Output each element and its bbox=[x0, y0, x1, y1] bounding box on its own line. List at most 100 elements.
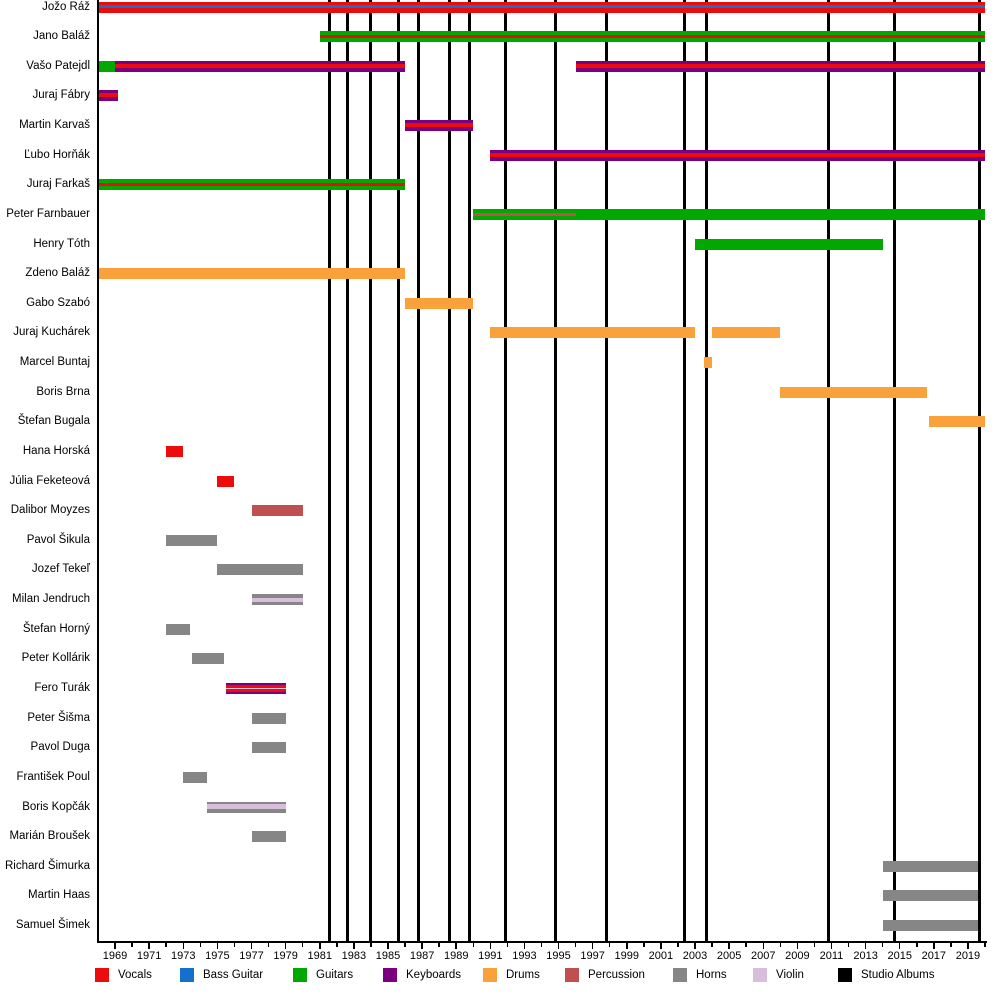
timeline-bar bbox=[780, 386, 927, 398]
legend-label: Percussion bbox=[588, 969, 645, 981]
member-label: Samuel Šimek bbox=[15, 919, 90, 932]
member-label: Hana Horská bbox=[22, 444, 90, 457]
bar-stripe-guitars bbox=[98, 179, 406, 183]
member-label: Zdeno Baláž bbox=[25, 267, 90, 280]
member-label: Boris Kopčák bbox=[22, 800, 90, 813]
x-axis-tick bbox=[387, 943, 389, 949]
x-axis-tick bbox=[694, 943, 696, 949]
bar-stripe-keyboards bbox=[575, 60, 985, 64]
bar-stripe-percussion bbox=[251, 505, 303, 517]
timeline-bar bbox=[712, 327, 781, 339]
studio-album-line bbox=[345, 0, 349, 941]
member-label: Štefan Horný bbox=[22, 622, 90, 635]
x-axis-line bbox=[97, 941, 987, 943]
x-axis-tick-label: 2011 bbox=[819, 950, 844, 962]
x-axis-tick-label: 1983 bbox=[341, 950, 367, 962]
member-label: Juraj Kuchárek bbox=[13, 326, 90, 339]
x-axis-tick bbox=[762, 943, 764, 949]
bar-stripe-violin bbox=[251, 598, 303, 602]
legend-label: Keyboards bbox=[406, 969, 461, 981]
x-axis-tick-label: 1989 bbox=[443, 950, 469, 962]
timeline-bar bbox=[217, 564, 303, 576]
x-axis-tick-label: 2019 bbox=[955, 950, 981, 962]
member-label: Jano Baláž bbox=[33, 30, 90, 43]
bar-stripe-vocals bbox=[166, 445, 184, 457]
bar-stripe-vocals bbox=[217, 475, 235, 487]
x-axis-tick bbox=[813, 943, 816, 947]
x-axis-tick bbox=[353, 943, 355, 949]
bar-stripe-bass bbox=[98, 4, 985, 8]
studio-album-line bbox=[553, 0, 557, 941]
bar-stripe-horns bbox=[251, 601, 303, 606]
x-axis-tick bbox=[233, 943, 236, 947]
timeline-bar bbox=[251, 712, 286, 724]
x-axis-tick-label: 1973 bbox=[171, 950, 196, 962]
bar-stripe-horns bbox=[183, 771, 208, 783]
member-label: Štefan Bugala bbox=[17, 415, 90, 428]
studio-album-line bbox=[369, 0, 373, 941]
x-axis-tick bbox=[745, 943, 747, 947]
bar-stripe-drums bbox=[712, 327, 781, 339]
bar-stripe-keyboards bbox=[98, 90, 119, 94]
bar-stripe-drums bbox=[405, 297, 474, 309]
bar-stripe-guitars bbox=[473, 216, 576, 220]
x-axis-tick bbox=[284, 943, 287, 949]
x-axis-tick-label: 1985 bbox=[375, 950, 401, 962]
bar-stripe-keyboards bbox=[98, 97, 119, 102]
bar-stripe-horns bbox=[882, 920, 979, 932]
bar-stripe-horns bbox=[191, 653, 225, 665]
timeline-bar bbox=[405, 120, 474, 132]
x-axis-tick-label: 2007 bbox=[751, 950, 776, 962]
bar-stripe-keyboards bbox=[490, 149, 985, 153]
timeline-bar bbox=[490, 149, 985, 161]
bar-stripe-guitars bbox=[98, 60, 116, 72]
legend-label: Violin bbox=[776, 969, 804, 981]
bar-stripe-drums bbox=[98, 268, 406, 280]
timeline-bar bbox=[695, 238, 883, 250]
bar-stripe-violin bbox=[207, 804, 286, 809]
x-axis-tick bbox=[506, 943, 509, 947]
member-label: Peter Farnbauer bbox=[6, 207, 90, 220]
member-label: Milan Jendruch bbox=[12, 593, 90, 606]
x-axis-tick bbox=[438, 943, 440, 947]
bar-stripe-drums bbox=[780, 386, 927, 398]
x-axis-tick-label: 1997 bbox=[580, 950, 605, 962]
x-axis-tick bbox=[472, 943, 475, 947]
x-axis-tick bbox=[711, 943, 713, 947]
bar-stripe-horns bbox=[251, 712, 286, 724]
member-label: František Poul bbox=[16, 770, 90, 783]
x-axis-tick-label: 2015 bbox=[887, 950, 912, 962]
bar-stripe-horns bbox=[166, 534, 218, 546]
member-label: Fero Turák bbox=[34, 681, 90, 694]
x-axis-tick bbox=[114, 943, 116, 949]
bar-stripe-keyboards bbox=[405, 127, 474, 132]
timeline-bar bbox=[191, 653, 225, 665]
bar-stripe-vocals bbox=[225, 689, 286, 692]
legend: Vocals Bass Guitar Guitars Keyboards Drums Pe… bbox=[0, 966, 1000, 986]
bar-stripe-vocals bbox=[225, 685, 286, 688]
x-axis-tick bbox=[148, 943, 150, 949]
x-axis-tick bbox=[847, 943, 850, 947]
bar-stripe-guitars bbox=[319, 38, 985, 43]
x-axis-tick-label: 1969 bbox=[102, 950, 128, 962]
timeline-bar bbox=[251, 742, 286, 754]
timeline-bar bbox=[882, 890, 979, 902]
x-axis-tick-label: 1971 bbox=[136, 950, 162, 962]
member-label: Richard Šimurka bbox=[5, 859, 90, 872]
bar-stripe-keyboards bbox=[405, 120, 474, 124]
bar-stripe-keyboards bbox=[225, 691, 286, 694]
x-axis-tick bbox=[796, 943, 799, 949]
member-label: Gabo Szabó bbox=[26, 296, 90, 309]
timeline-bar bbox=[251, 505, 303, 517]
y-axis-line bbox=[97, 0, 99, 941]
legend-swatch-violin bbox=[753, 968, 767, 982]
x-axis-tick bbox=[881, 943, 884, 947]
timeline-bar bbox=[98, 1, 985, 13]
x-axis-tick-label: 1981 bbox=[307, 950, 332, 962]
x-axis-tick bbox=[370, 943, 372, 947]
member-label: Ľubo Horňák bbox=[24, 148, 90, 161]
timeline-bar bbox=[405, 297, 474, 309]
timeline-bar bbox=[575, 60, 985, 72]
studio-album-line bbox=[447, 0, 451, 941]
x-axis-tick bbox=[557, 943, 560, 949]
